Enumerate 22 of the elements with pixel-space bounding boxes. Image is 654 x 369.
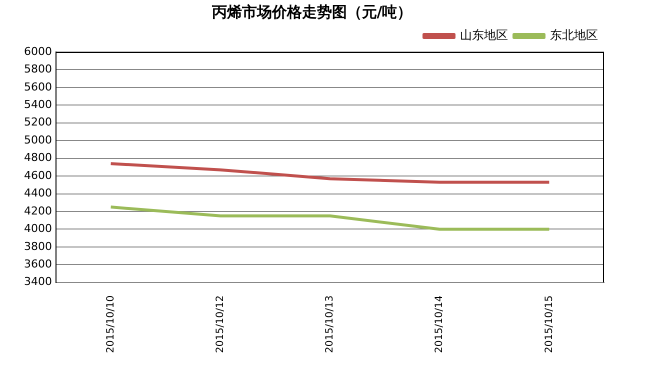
y-tick-label: 5000 xyxy=(24,133,52,146)
y-tick-label: 5200 xyxy=(24,116,52,129)
x-tick-label: 2015/10/15 xyxy=(544,295,555,354)
y-tick-label: 4800 xyxy=(24,151,52,164)
x-tick-label: 2015/10/12 xyxy=(214,295,226,354)
x-tick-label: 2015/10/14 xyxy=(434,295,446,354)
y-tick-label: 6000 xyxy=(24,44,52,58)
y-tick-label: 3800 xyxy=(24,240,52,253)
y-tick-label: 4600 xyxy=(24,168,52,182)
y-tick-label: 4400 xyxy=(24,186,52,200)
legend-label: 东北地区 xyxy=(550,28,598,42)
y-tick-label: 5400 xyxy=(24,98,52,112)
y-tick-label: 3400 xyxy=(24,275,52,288)
y-tick-label: 5600 xyxy=(24,80,52,94)
x-tick-label: 2015/10/10 xyxy=(105,295,116,354)
x-tick-label: 2015/10/13 xyxy=(324,295,336,354)
legend-label: 山东地区 xyxy=(460,28,508,42)
chart-title: 丙烯市场价格走势图（元/吨） xyxy=(210,2,412,21)
y-tick-label: 4000 xyxy=(24,222,52,236)
y-tick-label: 3600 xyxy=(24,258,52,270)
y-tick-label: 5800 xyxy=(24,62,52,76)
y-tick-label: 4200 xyxy=(24,204,52,218)
